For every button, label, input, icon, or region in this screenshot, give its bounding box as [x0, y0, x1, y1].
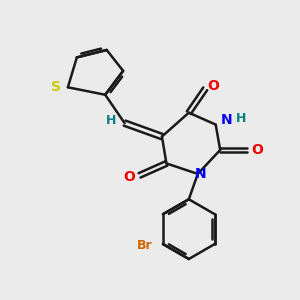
- Text: O: O: [207, 79, 219, 93]
- Text: S: S: [51, 80, 61, 94]
- Text: N: N: [220, 113, 232, 127]
- Text: H: H: [236, 112, 246, 125]
- Text: O: O: [123, 170, 135, 184]
- Text: N: N: [195, 167, 207, 181]
- Text: H: H: [106, 114, 116, 127]
- Text: O: O: [252, 143, 263, 157]
- Text: Br: Br: [137, 239, 153, 252]
